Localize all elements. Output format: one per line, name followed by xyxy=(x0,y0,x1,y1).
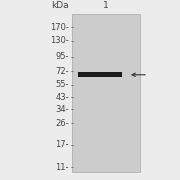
Text: 11-: 11- xyxy=(55,163,69,172)
Text: 34-: 34- xyxy=(55,105,69,114)
Bar xyxy=(72,14,140,172)
Text: 17-: 17- xyxy=(55,140,69,149)
Text: kDa: kDa xyxy=(51,1,69,10)
Text: 26-: 26- xyxy=(55,119,69,128)
Text: 170-: 170- xyxy=(50,23,69,32)
Text: 72-: 72- xyxy=(55,67,69,76)
Text: 43-: 43- xyxy=(55,93,69,102)
Text: 95-: 95- xyxy=(55,52,69,61)
Text: 130-: 130- xyxy=(50,36,69,45)
Text: 55-: 55- xyxy=(55,80,69,89)
Bar xyxy=(78,72,122,77)
Text: 1: 1 xyxy=(103,1,109,10)
